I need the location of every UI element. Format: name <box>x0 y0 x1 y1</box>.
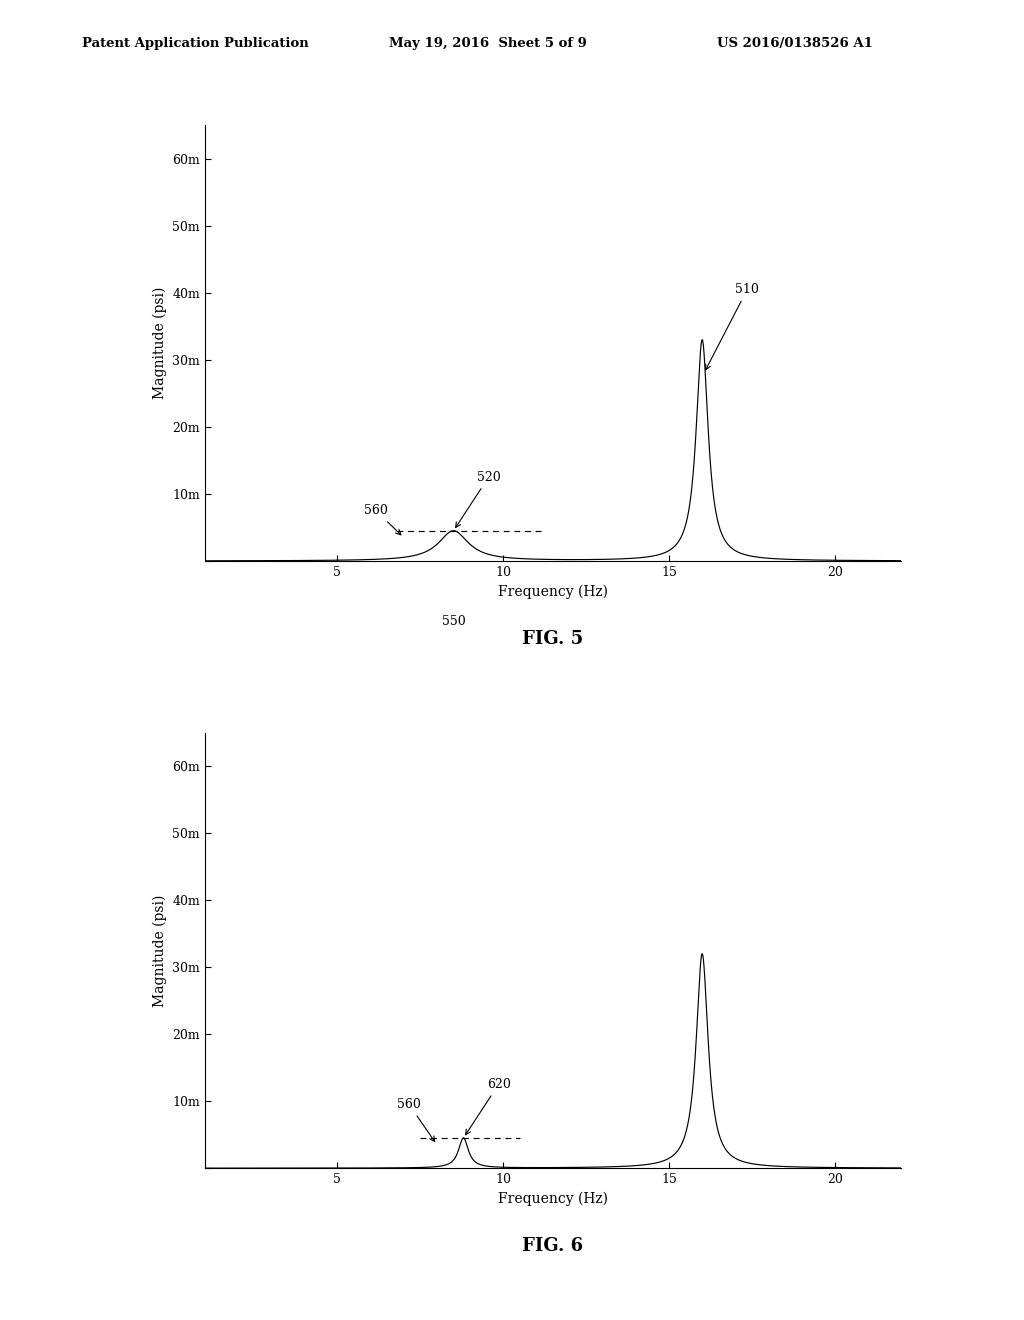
Text: May 19, 2016  Sheet 5 of 9: May 19, 2016 Sheet 5 of 9 <box>389 37 587 50</box>
X-axis label: Frequency (Hz): Frequency (Hz) <box>498 1192 608 1206</box>
Text: FIG. 5: FIG. 5 <box>522 630 584 648</box>
Text: 510: 510 <box>706 282 759 370</box>
Text: 560: 560 <box>364 504 400 535</box>
Text: US 2016/0138526 A1: US 2016/0138526 A1 <box>717 37 872 50</box>
Text: 550: 550 <box>441 615 465 627</box>
Text: 520: 520 <box>456 471 501 528</box>
Y-axis label: Magnitude (psi): Magnitude (psi) <box>153 894 167 1007</box>
Text: 620: 620 <box>466 1078 511 1135</box>
Text: FIG. 6: FIG. 6 <box>522 1237 584 1255</box>
Y-axis label: Magnitude (psi): Magnitude (psi) <box>153 286 167 400</box>
Text: 560: 560 <box>397 1098 434 1142</box>
X-axis label: Frequency (Hz): Frequency (Hz) <box>498 585 608 599</box>
Text: Patent Application Publication: Patent Application Publication <box>82 37 308 50</box>
